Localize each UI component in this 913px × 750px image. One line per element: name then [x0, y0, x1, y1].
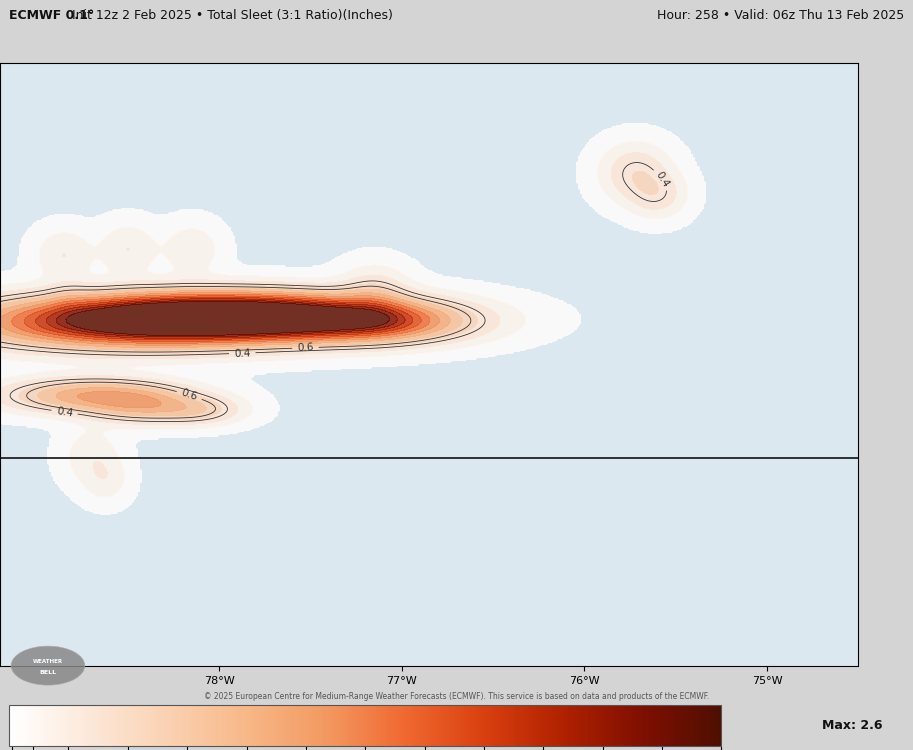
Text: 0.6: 0.6 — [180, 388, 199, 403]
Text: 0.6: 0.6 — [297, 343, 314, 353]
Text: Max: 2.6: Max: 2.6 — [822, 719, 882, 732]
Text: 0.4: 0.4 — [234, 348, 251, 358]
Text: BELL: BELL — [39, 670, 57, 676]
Text: WEATHER: WEATHER — [33, 659, 63, 664]
Text: 0.4: 0.4 — [56, 406, 73, 418]
Text: 0.4: 0.4 — [654, 170, 670, 189]
Text: ECMWF 0.1°: ECMWF 0.1° — [9, 9, 94, 22]
Ellipse shape — [11, 646, 85, 686]
Text: Init 12z 2 Feb 2025 • Total Sleet (3:1 Ratio)(Inches): Init 12z 2 Feb 2025 • Total Sleet (3:1 R… — [68, 9, 394, 22]
Text: Hour: 258 • Valid: 06z Thu 13 Feb 2025: Hour: 258 • Valid: 06z Thu 13 Feb 2025 — [656, 9, 904, 22]
Text: © 2025 European Centre for Medium-Range Weather Forecasts (ECMWF). This service : © 2025 European Centre for Medium-Range … — [204, 692, 709, 701]
